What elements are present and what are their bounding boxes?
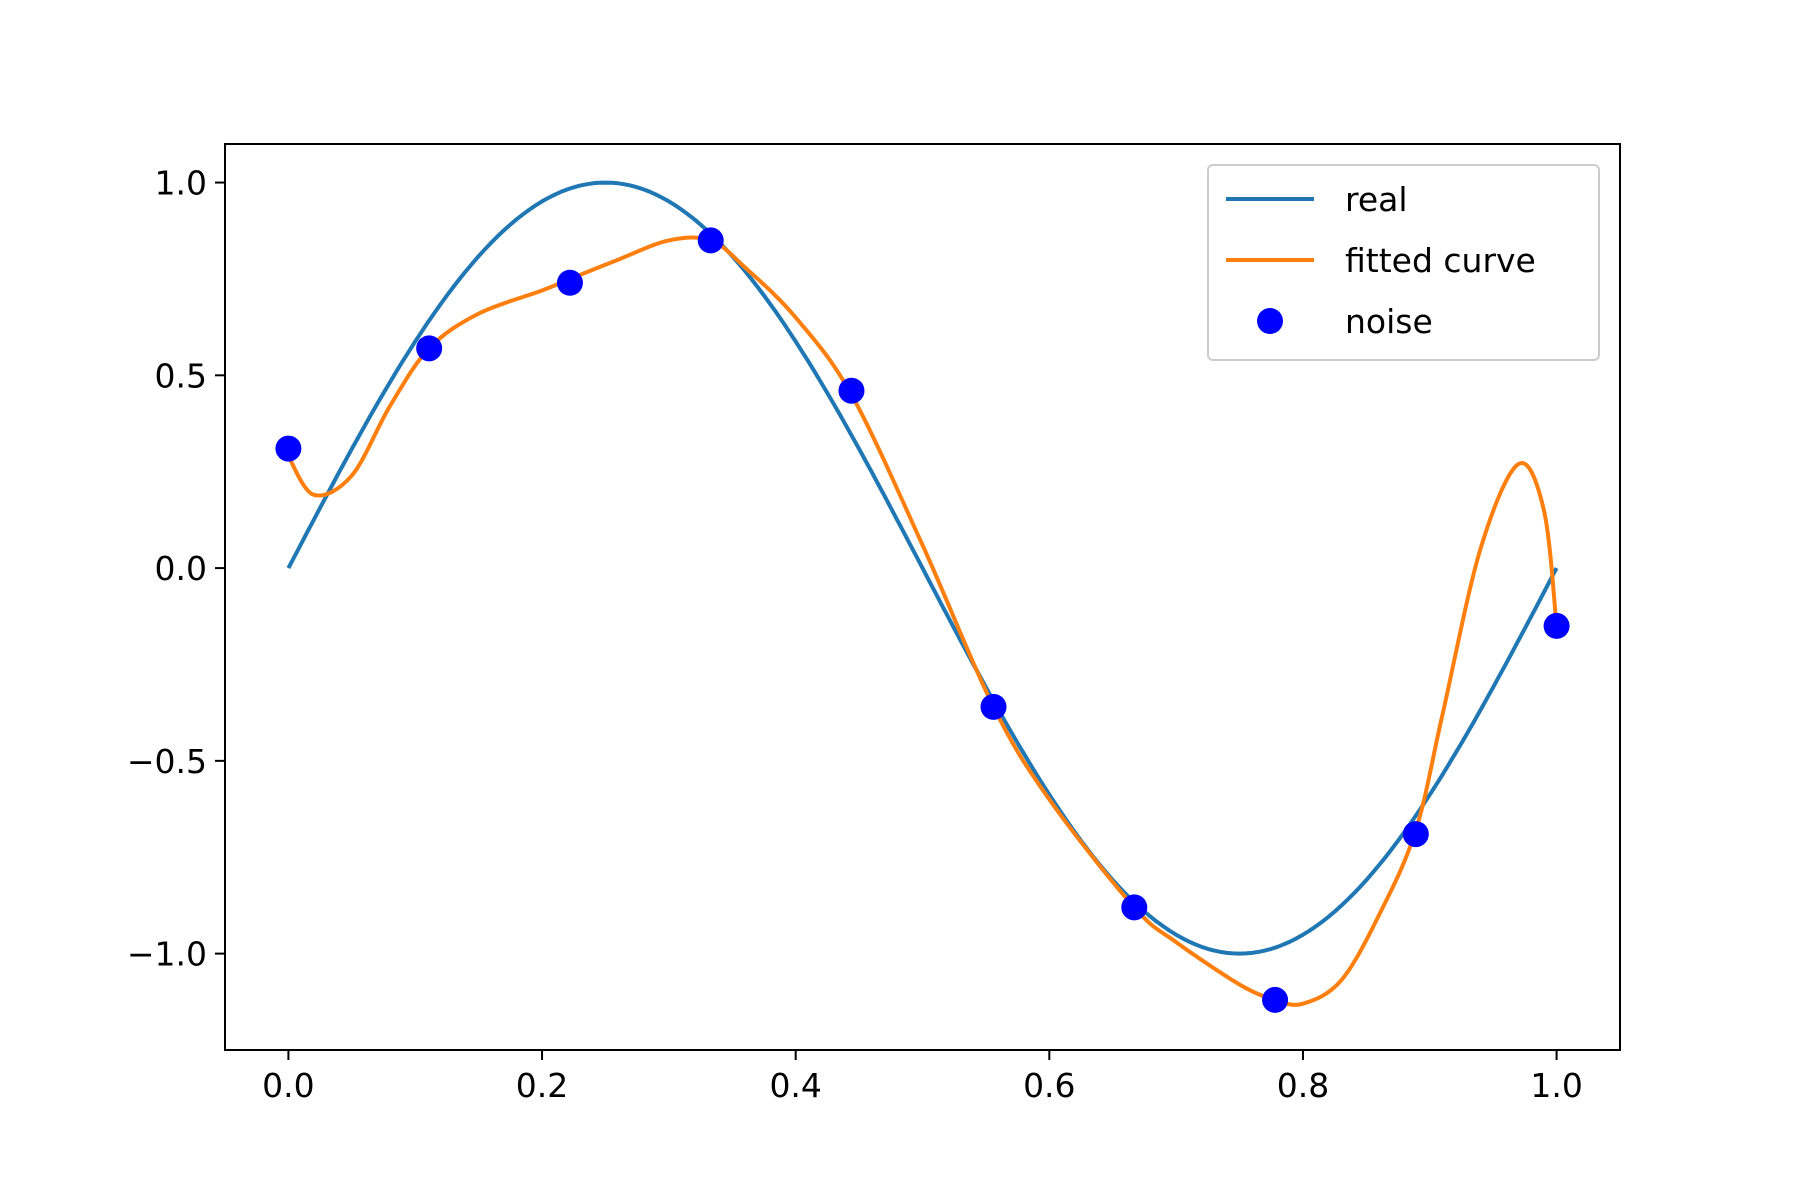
data-point-noise	[556, 269, 583, 296]
series-line-real	[286, 180, 1559, 956]
data-point-noise	[980, 693, 1007, 720]
legend-label-noise: noise	[1345, 302, 1433, 341]
x-axis: 0.0 0.2 0.4 0.6 0.8 1.0	[262, 1050, 1583, 1105]
x-tick-label: 0.8	[1277, 1066, 1329, 1105]
x-tick-label: 0.4	[769, 1066, 821, 1105]
y-tick-label: 0.0	[155, 549, 207, 588]
y-axis: 1.0 0.5 0.0 −0.5 −1.0	[127, 164, 225, 974]
data-point-noise	[838, 377, 865, 404]
y-tick-label: 1.0	[155, 164, 207, 203]
data-point-noise	[697, 227, 724, 254]
data-point-noise	[275, 435, 302, 462]
y-tick-label: −0.5	[127, 742, 207, 781]
y-tick-label: −1.0	[127, 935, 207, 974]
legend-box	[1207, 164, 1600, 361]
plot-frame	[224, 143, 1621, 1051]
data-point-noise	[1402, 821, 1429, 848]
x-tick-label: 0.2	[516, 1066, 568, 1105]
x-tick-label: 0.6	[1023, 1066, 1075, 1105]
legend-label-real: real	[1345, 180, 1408, 219]
x-tick-label: 0.0	[262, 1066, 314, 1105]
x-tick-label: 1.0	[1530, 1066, 1582, 1105]
legend: real fitted curve noise	[1207, 164, 1600, 361]
data-point-noise	[416, 335, 443, 362]
data-point-noise	[1262, 986, 1289, 1013]
series-points	[275, 227, 1570, 1013]
data-point-noise	[1543, 612, 1570, 639]
y-tick-label: 0.5	[155, 356, 207, 395]
legend-swatch-noise	[1257, 308, 1283, 334]
legend-label-fitted-curve: fitted curve	[1345, 241, 1536, 280]
data-point-noise	[1121, 894, 1148, 921]
